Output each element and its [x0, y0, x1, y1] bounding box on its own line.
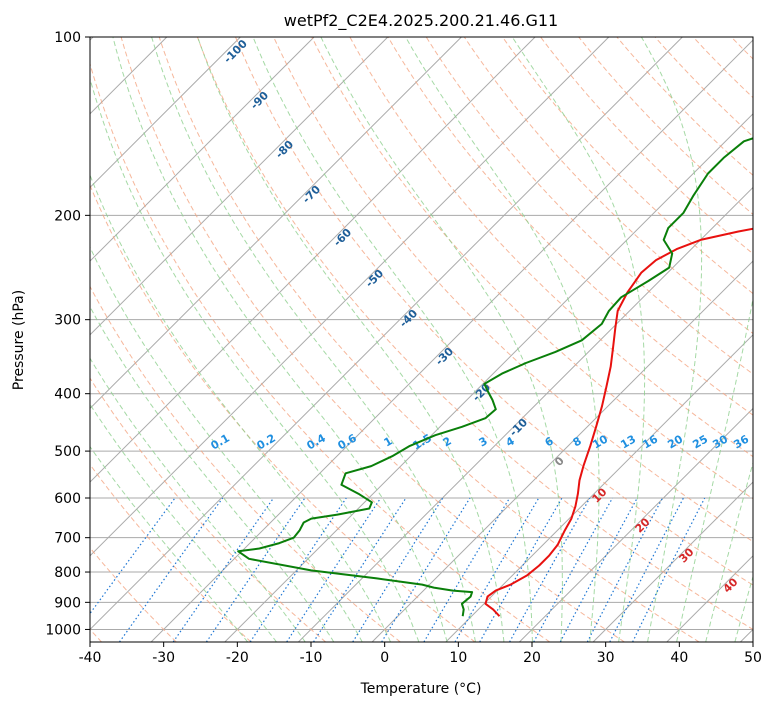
y-tick-label: 1000 [45, 622, 81, 638]
mixing-ratio-line [533, 497, 614, 642]
dry-adiabat-line [90, 377, 327, 642]
isotherm-line [371, 260, 753, 642]
x-tick-label: -30 [152, 650, 175, 666]
x-tick-label: 20 [523, 650, 541, 666]
dry-adiabat-line [311, 37, 753, 500]
y-tick-label: 400 [54, 387, 81, 403]
x-tick-label: -10 [300, 650, 323, 666]
x-axis: -40 -30 -20 -10 0 10 20 30 40 50 [79, 642, 762, 666]
y-tick-label: 300 [54, 313, 81, 329]
mixing-ratio-line [609, 497, 684, 642]
plot-frame [89, 36, 754, 643]
moist-adiabat-line [640, 37, 703, 642]
dry-adiabat-line [90, 547, 177, 642]
moist-adiabat-line [676, 296, 753, 642]
y-tick-label: 800 [54, 565, 81, 581]
mixing-ratio-line [381, 497, 471, 642]
y-tick-label: 100 [54, 30, 81, 46]
moist-adiabat-line [90, 76, 420, 642]
moist-adiabat-line [90, 173, 392, 642]
series-group [237, 137, 753, 617]
moist-adiabat-line [734, 574, 753, 642]
dry-adiabat-line [120, 37, 625, 642]
isotherm-line [519, 407, 753, 642]
moist-adiabat-line [252, 37, 533, 642]
mixing-ratio-line [559, 497, 638, 642]
dry-adiabat-line [273, 37, 753, 543]
dry-adiabat-line [349, 37, 753, 458]
dry-adiabat-line [196, 37, 753, 630]
y-axis: 100 200 300 400 500 600 700 800 900 1000 [45, 30, 90, 638]
isotherm-line [90, 37, 241, 189]
dry-adiabat-line [158, 37, 700, 642]
mixing-ratio-line [119, 497, 224, 642]
isotherm-line [150, 39, 753, 642]
mixing-ratio-line [632, 497, 706, 642]
dry-adiabat-line [90, 62, 551, 642]
mixing-ratio-line [90, 497, 176, 615]
x-tick-label: -20 [226, 650, 249, 666]
dry-adiabat-line [387, 37, 753, 416]
mixing-ratio-line [423, 497, 511, 642]
chart-title: wetPf2_C2E4.2025.200.21.46.G11 [284, 11, 558, 31]
x-tick-label: 50 [744, 650, 762, 666]
dry-adiabat-line [90, 463, 252, 642]
isotherm-line [90, 37, 389, 336]
dewpoint-profile-line [237, 137, 753, 617]
isotherm-line [90, 37, 536, 483]
y-axis-label: Pressure (hPa) [11, 290, 27, 390]
isotherm-line [592, 481, 753, 642]
moist-adiabat-line [90, 445, 249, 642]
moist-adiabat-line [320, 37, 563, 642]
dry-adiabat-line [425, 37, 753, 375]
moist-adiabat-line [705, 461, 753, 642]
mixing-ratio-line [249, 497, 347, 642]
isotherm-line [445, 334, 753, 642]
x-axis-label: Temperature (°C) [360, 681, 482, 697]
y-tick-label: 900 [54, 595, 81, 611]
isotherm-line [90, 37, 462, 410]
x-tick-label: 0 [380, 650, 389, 666]
moist-adiabat-line [405, 37, 600, 642]
y-tick-label: 700 [54, 531, 81, 547]
moist-adiabat-line [90, 305, 335, 642]
background-lines [90, 37, 753, 642]
isotherm-line [90, 37, 315, 262]
y-tick-label: 500 [54, 444, 81, 460]
y-tick-label: 600 [54, 491, 81, 507]
moist-adiabat-line [112, 37, 448, 642]
moist-adiabat-line [90, 357, 306, 642]
dry-adiabat-line [90, 184, 476, 642]
isotherm-line [90, 37, 683, 631]
mixing-ratio-line [586, 497, 664, 642]
x-tick-label: 40 [670, 650, 688, 666]
temperature-profile-line [484, 227, 753, 617]
moist-adiabat-line [90, 246, 363, 642]
x-tick-label: 30 [597, 650, 615, 666]
y-tick-label: 200 [54, 208, 81, 224]
dry-adiabat-line [235, 37, 753, 586]
dry-adiabat-line [90, 285, 401, 642]
moist-adiabat-line [197, 37, 505, 642]
dry-adiabat-line [502, 37, 753, 295]
isotherm-line [90, 37, 610, 557]
x-tick-label: -40 [79, 650, 102, 666]
isotherm-line [224, 113, 753, 642]
x-tick-label: 10 [449, 650, 467, 666]
moist-adiabat-line [90, 403, 277, 642]
